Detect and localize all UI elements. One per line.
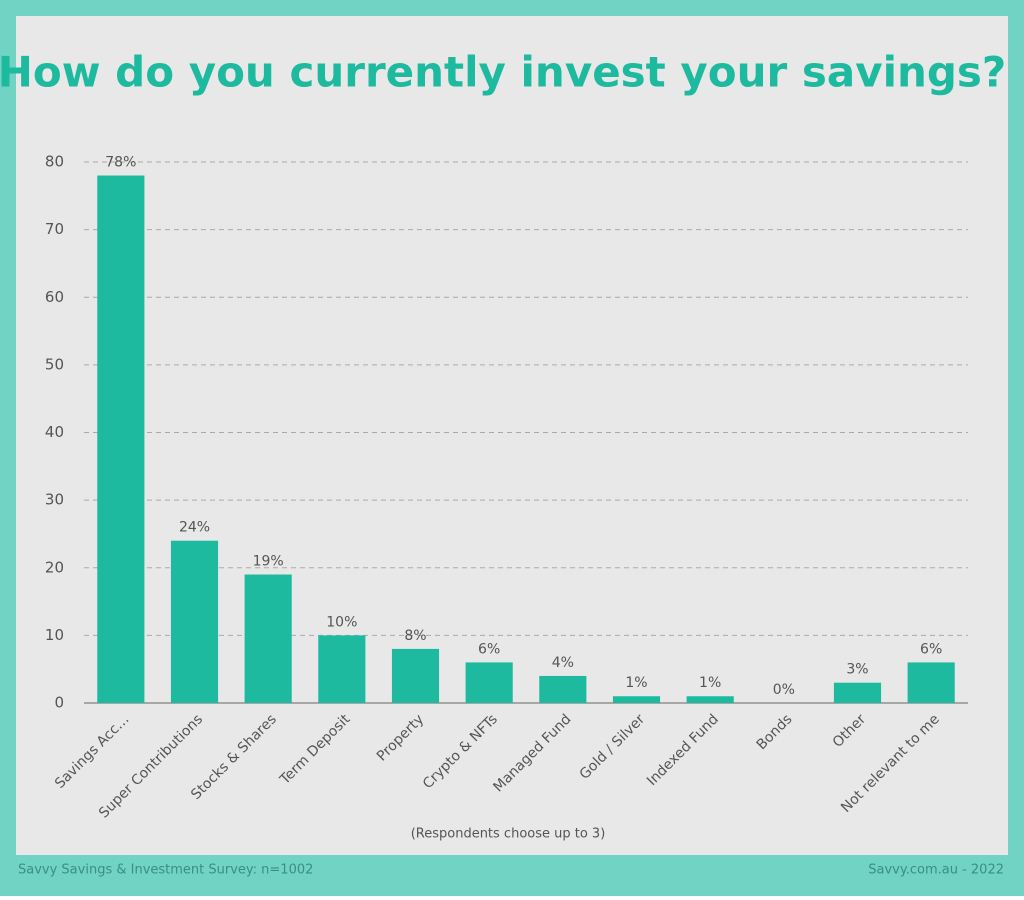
value-label: 6%: [478, 641, 500, 657]
y-tick-label: 60: [45, 288, 64, 306]
value-label: 10%: [326, 614, 357, 630]
bar: [612, 696, 661, 703]
bar: [539, 675, 587, 703]
note: (Respondents choose up to 3): [411, 827, 606, 842]
value-label: 8%: [404, 628, 426, 644]
value-label: 3%: [846, 662, 868, 678]
footer-right: Savvy.com.au - 2022: [868, 863, 1004, 878]
value-label: 1%: [625, 675, 647, 691]
y-tick-label: 50: [45, 355, 64, 373]
bar: [391, 648, 440, 703]
value-label: 24%: [179, 520, 210, 536]
value-label: 78%: [105, 155, 136, 171]
bar: [170, 540, 219, 703]
chart-title: How do you currently invest your savings…: [0, 48, 1006, 97]
value-label: 1%: [699, 675, 721, 691]
bar: [833, 682, 882, 703]
y-tick-label: 0: [54, 694, 64, 712]
y-tick-label: 80: [45, 153, 64, 171]
value-label: 0%: [773, 682, 795, 698]
value-label: 6%: [920, 641, 942, 657]
bar: [318, 635, 366, 703]
bar: [907, 662, 955, 703]
y-tick-label: 20: [45, 558, 64, 576]
bar: [465, 662, 513, 703]
bar: [244, 574, 292, 703]
y-tick-label: 30: [45, 491, 64, 509]
value-label: 4%: [552, 655, 574, 671]
bar: [686, 696, 734, 703]
bar: [97, 175, 145, 703]
footer-left: Savvy Savings & Investment Survey: n=100…: [18, 863, 313, 878]
y-tick-label: 40: [45, 423, 64, 441]
value-label: 19%: [253, 554, 284, 570]
y-tick-label: 10: [45, 626, 64, 644]
y-tick-label: 70: [45, 220, 64, 238]
panel: [16, 16, 1008, 855]
